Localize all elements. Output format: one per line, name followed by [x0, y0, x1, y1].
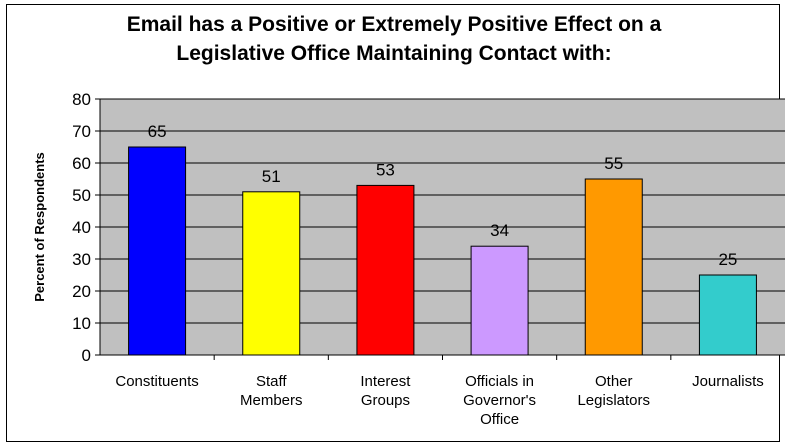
- chart-title-line-1: Email has a Positive or Extremely Positi…: [126, 13, 662, 36]
- x-tick-label: Interest Groups: [360, 373, 411, 409]
- y-tick-label: 0: [82, 346, 91, 365]
- gridlines: [100, 98, 785, 324]
- chart-title: Email has a Positive or Extremely Positi…: [0, 10, 788, 68]
- bar: [698, 274, 757, 356]
- x-tick-labels: Constituents Staff Members Interest Groups Of…: [115, 373, 763, 428]
- x-tick-label: Other Legislators: [577, 373, 650, 409]
- chart-title-line-2: Legislative Office Maintaining Contact w…: [176, 42, 612, 65]
- data-label: 25: [718, 250, 737, 269]
- y-tick-label: 50: [72, 186, 91, 205]
- bar: [470, 245, 529, 356]
- y-tick-label: 70: [72, 122, 91, 141]
- bar: [356, 184, 415, 356]
- data-label: 34: [490, 221, 509, 240]
- data-label: 51: [262, 167, 281, 186]
- y-tick-label: 30: [72, 250, 91, 269]
- y-tick-label: 20: [72, 282, 91, 301]
- y-tick-label: 80: [72, 90, 91, 109]
- data-label: 53: [376, 160, 395, 179]
- x-tick-label: Journalists: [692, 373, 764, 390]
- axes: [95, 98, 785, 360]
- y-tick-labels: 0 10 20 30 40 50 60 70 80: [72, 90, 91, 365]
- x-tick-label: Constituents: [115, 373, 198, 390]
- y-tick-label: 40: [72, 218, 91, 237]
- bar: [128, 146, 187, 356]
- x-tick-label: Staff Members: [240, 373, 303, 409]
- y-axis-label: Percent of Respondents: [32, 152, 47, 302]
- y-tick-label: 60: [72, 154, 91, 173]
- x-tick-label: Officials in Governor's Office: [463, 373, 536, 428]
- y-tick-label: 10: [72, 314, 91, 333]
- data-label: 65: [148, 122, 167, 141]
- bar: [242, 191, 301, 356]
- data-label: 55: [604, 154, 623, 173]
- data-labels: 65 51 53 34 55 25: [148, 122, 738, 269]
- bar: [584, 178, 643, 356]
